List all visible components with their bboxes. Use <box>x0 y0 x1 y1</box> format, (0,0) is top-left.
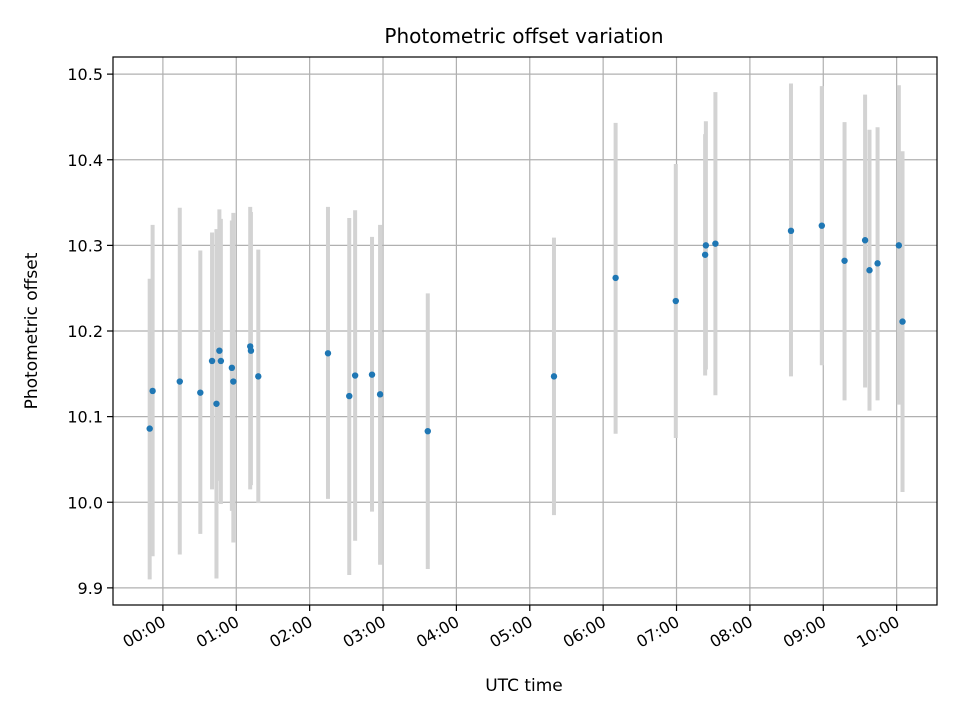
data-point <box>149 387 156 395</box>
data-point <box>324 350 332 357</box>
data-point <box>146 425 153 432</box>
chart-title: Photometric offset variation <box>384 24 663 48</box>
data-point <box>228 364 236 372</box>
y-tick-label: 10.4 <box>67 151 103 170</box>
data-points <box>146 222 906 435</box>
y-tick-label: 10.5 <box>67 65 103 84</box>
data-point <box>217 357 225 365</box>
data-point <box>701 251 709 258</box>
data-point <box>861 237 869 244</box>
data-point <box>376 391 384 398</box>
y-axis-label: Photometric offset <box>22 252 42 409</box>
y-tick-label: 10.2 <box>67 322 103 341</box>
data-point <box>712 240 719 247</box>
data-point <box>899 318 906 325</box>
data-point <box>818 222 826 229</box>
data-point <box>874 260 881 267</box>
data-point <box>895 242 903 249</box>
y-tick-label: 10.3 <box>67 236 103 255</box>
data-point <box>866 267 873 274</box>
y-tick-label: 10.1 <box>67 408 103 427</box>
data-point <box>255 373 262 380</box>
data-point <box>351 372 359 379</box>
data-point <box>213 400 220 407</box>
y-tick-label: 10.0 <box>67 493 103 512</box>
y-axis: 9.9 10.0 10.1 10.2 10.3 10.4 10.5 <box>67 65 113 598</box>
x-axis-label: UTC time <box>485 676 563 696</box>
y-tick-label: 9.9 <box>78 579 103 598</box>
data-point <box>612 274 619 282</box>
data-point <box>550 373 558 380</box>
data-point <box>787 227 795 235</box>
data-point <box>216 347 223 354</box>
data-point <box>702 242 710 249</box>
data-point <box>230 378 237 385</box>
data-point <box>841 257 848 264</box>
grid-lines <box>113 57 937 605</box>
data-point <box>424 427 431 435</box>
data-point <box>346 392 353 400</box>
data-point <box>247 347 255 354</box>
data-point <box>368 371 376 378</box>
data-point <box>672 297 679 305</box>
data-point <box>208 357 216 365</box>
data-point <box>176 378 183 385</box>
data-point <box>197 389 204 396</box>
